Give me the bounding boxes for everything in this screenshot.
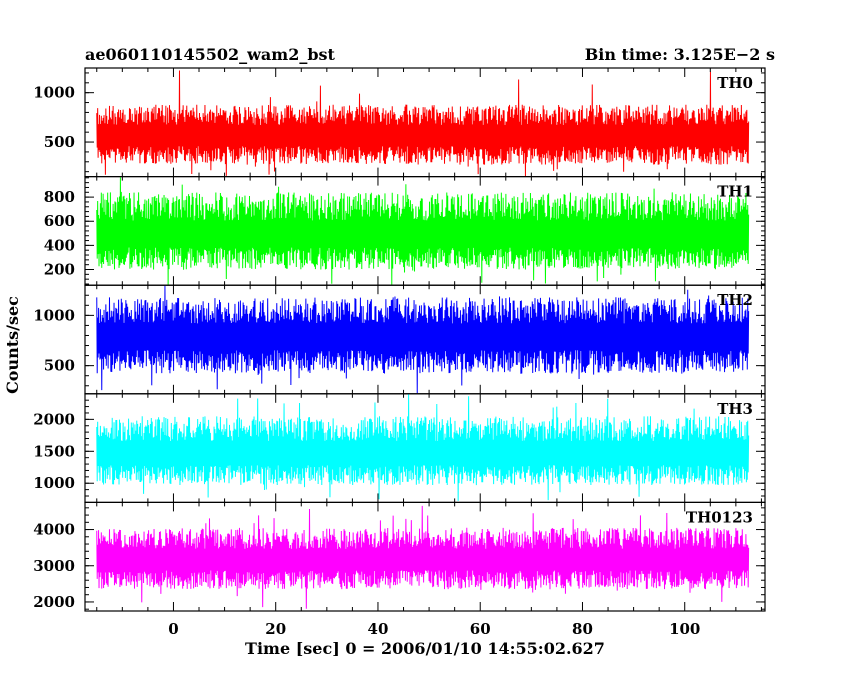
series-line-th0 (96, 70, 750, 176)
x-tick-label: 100 (669, 620, 700, 638)
x-tick-label: 0 (168, 620, 178, 638)
x-tick-label: 40 (368, 620, 389, 638)
x-tick-label: 60 (470, 620, 491, 638)
y-tick-label: 4000 (33, 521, 75, 539)
y-tick-label: 400 (44, 236, 75, 254)
panel-th3: 1000 1500 2000 TH3 (33, 393, 766, 503)
panel-th1: 200 400 600 800 TH1 (44, 176, 766, 286)
y-tick-label: 3000 (33, 557, 75, 575)
y-tick-label: 1500 (33, 442, 75, 460)
y-tick-label: 800 (44, 188, 75, 206)
panel-th2: 500 1000 TH2 (33, 284, 766, 395)
x-tick-label: 80 (572, 620, 593, 638)
y-tick-label: 2000 (33, 593, 75, 611)
panel-label-th3: TH3 (717, 400, 753, 418)
series-line-th1 (96, 177, 750, 285)
y-tick-label: 1000 (33, 84, 75, 102)
y-axis-label: Counts/sec (3, 296, 22, 394)
chart-title-right: Bin time: 3.125E−2 s (585, 45, 775, 64)
panel-label-th1: TH1 (717, 183, 753, 201)
y-tick-label: 200 (44, 261, 75, 279)
panel-label-th0: TH0 (717, 74, 753, 92)
y-tick-label: 500 (44, 357, 75, 375)
x-axis: 0 20 40 60 80 100 (168, 620, 700, 638)
y-tick-label: 1000 (33, 306, 75, 324)
panel-label-th0123: TH0123 (686, 508, 753, 526)
panel-th0: 500 1000 TH0 (33, 67, 766, 178)
y-tick-label: 600 (44, 212, 75, 230)
series-line-th0123 (96, 505, 750, 609)
series-line-th3 (96, 393, 750, 501)
x-axis-label: Time [sec] 0 = 2006/01/10 14:55:02.627 (245, 639, 605, 658)
y-tick-label: 1000 (33, 474, 75, 492)
panel-th0123: 2000 3000 4000 TH0123 (33, 501, 766, 612)
panel-frame (84, 501, 766, 612)
y-tick-label: 500 (44, 133, 75, 151)
y-tick-label: 2000 (33, 410, 75, 428)
chart-title-left: ae060110145502_wam2_bst (85, 45, 336, 64)
panel-label-th2: TH2 (717, 291, 753, 309)
x-tick-label: 20 (265, 620, 286, 638)
series-line-th2 (96, 285, 750, 394)
